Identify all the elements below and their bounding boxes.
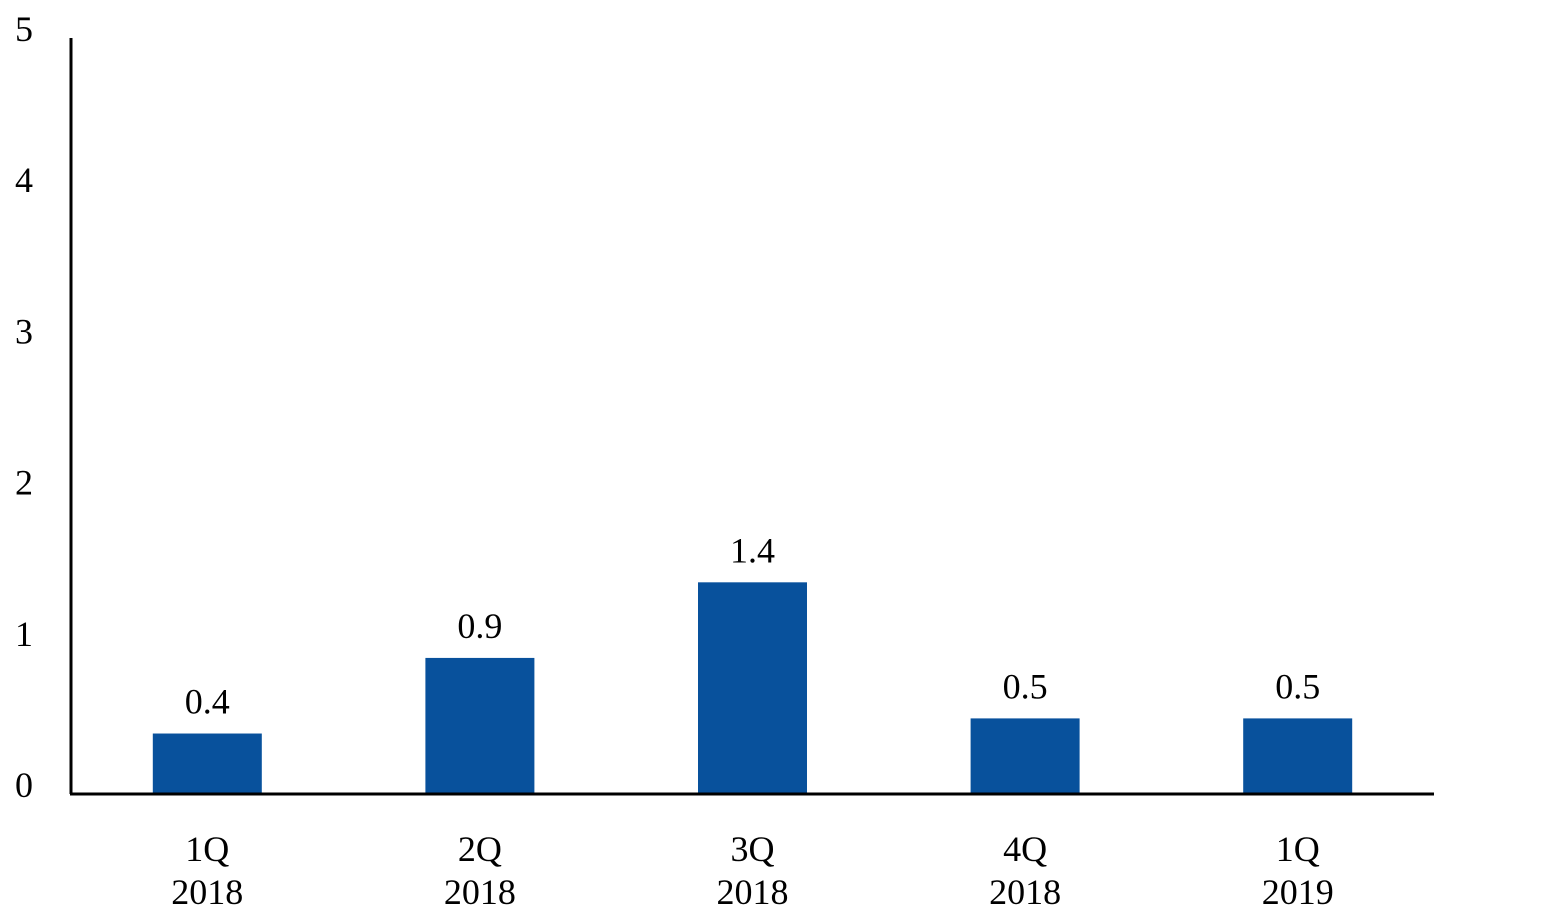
data-labels: 0.4 0.9 1.4 0.5 0.5 bbox=[185, 530, 1320, 721]
y-tick-label: 0 bbox=[15, 765, 33, 805]
x-tick-label-quarter: 1Q bbox=[1276, 829, 1320, 869]
bar bbox=[152, 733, 262, 794]
x-tick-label-quarter: 4Q bbox=[1003, 829, 1047, 869]
bar bbox=[425, 657, 535, 794]
x-tick-label-year: 2019 bbox=[1262, 872, 1334, 912]
y-tick-label: 1 bbox=[15, 614, 33, 654]
x-tick-label-quarter: 2Q bbox=[458, 829, 502, 869]
bar bbox=[970, 718, 1080, 794]
x-tick-label-year: 2018 bbox=[171, 872, 243, 912]
data-label: 0.5 bbox=[1003, 666, 1048, 706]
x-tick-label-quarter: 1Q bbox=[185, 829, 229, 869]
bar bbox=[1243, 718, 1353, 794]
data-label: 0.9 bbox=[457, 606, 502, 646]
x-tick-label-year: 2018 bbox=[717, 872, 789, 912]
y-tick-label: 5 bbox=[15, 9, 33, 49]
data-label: 0.4 bbox=[185, 682, 230, 722]
y-tick-label: 4 bbox=[15, 160, 33, 200]
y-tick-label: 2 bbox=[15, 463, 33, 503]
bar bbox=[698, 582, 807, 794]
x-tick-label-year: 2018 bbox=[989, 872, 1061, 912]
x-tick-label-year: 2018 bbox=[444, 872, 516, 912]
data-label: 0.5 bbox=[1275, 666, 1320, 706]
bars bbox=[152, 582, 1353, 794]
data-label: 1.4 bbox=[730, 530, 775, 570]
x-tick-label-quarter: 3Q bbox=[731, 829, 775, 869]
y-axis-ticks: 0 1 2 3 4 5 bbox=[15, 9, 33, 805]
y-tick-label: 3 bbox=[15, 311, 33, 351]
